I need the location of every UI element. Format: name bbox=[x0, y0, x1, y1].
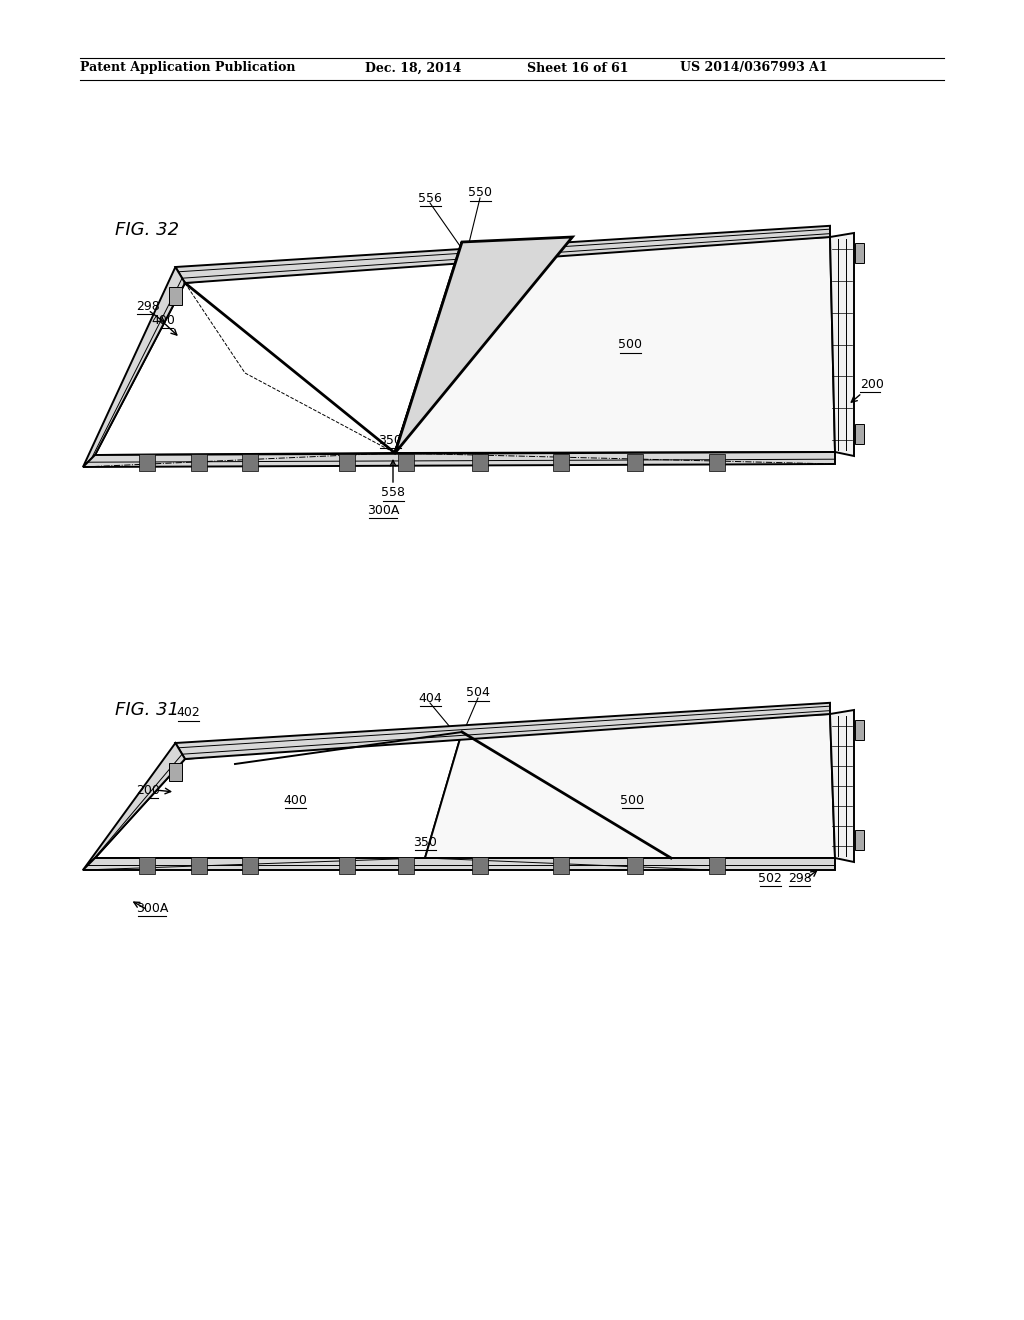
Text: 502: 502 bbox=[758, 871, 782, 884]
Text: 200: 200 bbox=[136, 784, 160, 796]
Text: 298: 298 bbox=[788, 871, 812, 884]
Text: 298: 298 bbox=[136, 300, 160, 313]
Text: 558: 558 bbox=[381, 487, 406, 499]
Bar bbox=[709, 857, 725, 874]
Bar bbox=[169, 763, 182, 781]
Polygon shape bbox=[95, 255, 460, 455]
Polygon shape bbox=[175, 702, 830, 759]
Bar bbox=[855, 243, 864, 263]
Text: 350: 350 bbox=[378, 433, 402, 446]
Text: FIG. 32: FIG. 32 bbox=[115, 220, 179, 239]
Bar bbox=[553, 454, 569, 471]
Polygon shape bbox=[83, 743, 185, 870]
Text: 402: 402 bbox=[176, 706, 200, 719]
Polygon shape bbox=[175, 226, 830, 282]
Polygon shape bbox=[830, 234, 854, 455]
Text: 500: 500 bbox=[618, 338, 642, 351]
Text: 350: 350 bbox=[413, 836, 437, 849]
Polygon shape bbox=[395, 238, 572, 453]
Bar bbox=[243, 454, 258, 471]
Bar bbox=[139, 454, 155, 471]
Polygon shape bbox=[425, 714, 835, 858]
Text: Dec. 18, 2014: Dec. 18, 2014 bbox=[365, 62, 462, 74]
Bar bbox=[627, 454, 643, 471]
Bar bbox=[472, 454, 487, 471]
Text: Sheet 16 of 61: Sheet 16 of 61 bbox=[527, 62, 629, 74]
Bar bbox=[169, 286, 182, 305]
Bar bbox=[139, 857, 155, 874]
Bar bbox=[855, 830, 864, 850]
Polygon shape bbox=[83, 451, 835, 467]
Text: 300A: 300A bbox=[367, 503, 399, 516]
Bar bbox=[339, 454, 354, 471]
Bar bbox=[855, 719, 864, 741]
Bar bbox=[553, 857, 569, 874]
Polygon shape bbox=[95, 733, 462, 858]
Text: FIG. 31: FIG. 31 bbox=[115, 701, 179, 719]
Text: Patent Application Publication: Patent Application Publication bbox=[80, 62, 296, 74]
Text: 500: 500 bbox=[620, 793, 644, 807]
Text: 300A: 300A bbox=[136, 902, 168, 915]
Text: 400: 400 bbox=[283, 793, 307, 807]
Text: 556: 556 bbox=[418, 191, 442, 205]
Bar bbox=[627, 857, 643, 874]
Bar bbox=[855, 424, 864, 444]
Text: 200: 200 bbox=[860, 378, 884, 391]
Text: US 2014/0367993 A1: US 2014/0367993 A1 bbox=[680, 62, 827, 74]
Polygon shape bbox=[83, 858, 835, 870]
Bar bbox=[243, 857, 258, 874]
Polygon shape bbox=[830, 710, 854, 862]
Bar bbox=[709, 454, 725, 471]
Bar bbox=[397, 454, 414, 471]
Text: 504: 504 bbox=[466, 686, 489, 700]
Bar bbox=[472, 857, 487, 874]
Text: 550: 550 bbox=[468, 186, 492, 199]
Bar bbox=[190, 857, 207, 874]
Polygon shape bbox=[395, 238, 835, 453]
Polygon shape bbox=[83, 267, 185, 467]
Bar bbox=[190, 454, 207, 471]
Polygon shape bbox=[395, 242, 462, 453]
Text: 400: 400 bbox=[152, 314, 175, 326]
Bar bbox=[397, 857, 414, 874]
Text: 404: 404 bbox=[418, 692, 442, 705]
Bar bbox=[339, 857, 354, 874]
